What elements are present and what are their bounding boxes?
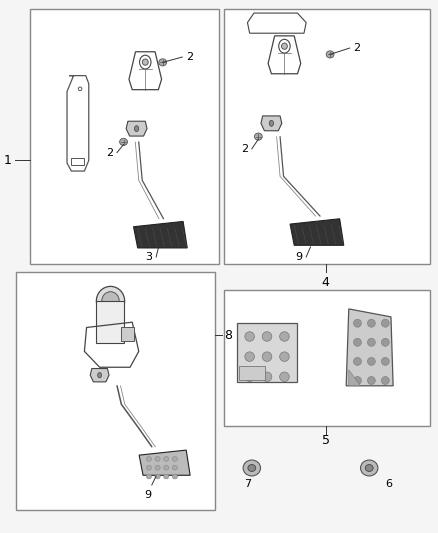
Polygon shape (349, 370, 360, 386)
Ellipse shape (155, 465, 160, 470)
Ellipse shape (146, 474, 152, 479)
Polygon shape (290, 219, 344, 245)
Ellipse shape (353, 376, 361, 384)
Bar (223, 10, 430, 264)
Ellipse shape (159, 59, 166, 66)
Ellipse shape (269, 120, 274, 126)
Text: 8: 8 (224, 329, 233, 342)
Bar (96, 301, 124, 343)
Ellipse shape (172, 465, 177, 470)
Ellipse shape (142, 59, 148, 65)
Text: 2: 2 (353, 43, 360, 53)
Ellipse shape (146, 465, 152, 470)
Text: 3: 3 (146, 252, 153, 262)
Ellipse shape (164, 465, 169, 470)
Ellipse shape (155, 457, 160, 461)
Ellipse shape (367, 319, 375, 327)
Bar (30, 10, 219, 264)
Ellipse shape (279, 372, 289, 382)
Ellipse shape (155, 474, 160, 479)
Ellipse shape (282, 43, 287, 49)
Ellipse shape (365, 465, 373, 471)
Polygon shape (90, 368, 109, 382)
Ellipse shape (279, 332, 289, 341)
Ellipse shape (367, 376, 375, 384)
Polygon shape (134, 221, 187, 248)
Ellipse shape (367, 358, 375, 366)
Text: 4: 4 (322, 276, 330, 289)
Ellipse shape (381, 319, 389, 327)
Ellipse shape (326, 51, 334, 58)
Ellipse shape (381, 376, 389, 384)
Ellipse shape (262, 372, 272, 382)
Text: 2: 2 (241, 144, 248, 154)
Polygon shape (126, 121, 147, 136)
Ellipse shape (245, 352, 254, 361)
Text: 2: 2 (106, 148, 113, 158)
Ellipse shape (367, 338, 375, 346)
Ellipse shape (353, 358, 361, 366)
Bar (121, 327, 134, 341)
Ellipse shape (134, 126, 139, 132)
Polygon shape (346, 309, 393, 386)
Bar (239, 366, 265, 381)
Ellipse shape (245, 332, 254, 341)
Ellipse shape (146, 457, 152, 461)
Ellipse shape (172, 474, 177, 479)
Text: 7: 7 (244, 479, 251, 489)
Ellipse shape (102, 292, 119, 310)
Polygon shape (237, 323, 297, 382)
Ellipse shape (164, 474, 169, 479)
Ellipse shape (279, 352, 289, 361)
Ellipse shape (381, 338, 389, 346)
Ellipse shape (96, 286, 125, 316)
Bar (223, 290, 430, 425)
Ellipse shape (360, 460, 378, 476)
Ellipse shape (262, 352, 272, 361)
Ellipse shape (120, 139, 127, 146)
Text: 2: 2 (186, 52, 193, 62)
Ellipse shape (98, 373, 102, 378)
Text: 9: 9 (144, 490, 151, 500)
Ellipse shape (254, 133, 262, 140)
Ellipse shape (381, 358, 389, 366)
Ellipse shape (353, 338, 361, 346)
Polygon shape (261, 116, 282, 131)
Text: 9: 9 (296, 252, 303, 262)
Text: 5: 5 (322, 433, 330, 447)
Bar (71, 158, 85, 165)
Text: 6: 6 (385, 479, 392, 489)
Ellipse shape (248, 465, 256, 471)
Text: 1: 1 (4, 154, 11, 167)
Ellipse shape (164, 457, 169, 461)
Ellipse shape (172, 457, 177, 461)
Bar (16, 272, 215, 511)
Ellipse shape (245, 372, 254, 382)
Polygon shape (139, 450, 190, 475)
Ellipse shape (353, 319, 361, 327)
Ellipse shape (243, 460, 261, 476)
Ellipse shape (262, 332, 272, 341)
